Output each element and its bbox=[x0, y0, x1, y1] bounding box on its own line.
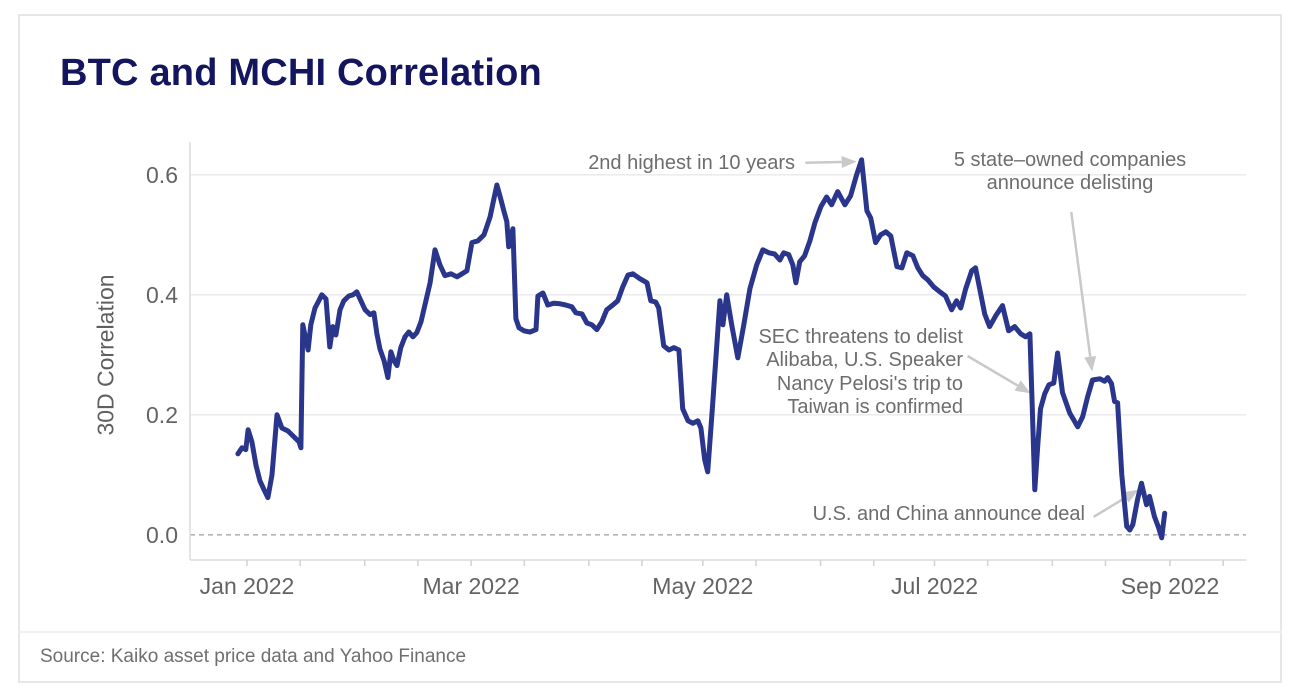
source-credit: Source: Kaiko asset price data and Yahoo… bbox=[40, 646, 467, 667]
x-tick-label: Jan 2022 bbox=[200, 573, 295, 599]
y-tick-label: 0.4 bbox=[146, 282, 178, 308]
chart-card bbox=[18, 14, 1282, 683]
y-tick-label: 0.6 bbox=[146, 162, 178, 188]
correlation-line bbox=[235, 157, 1168, 541]
y-tick-label: 0.0 bbox=[146, 522, 178, 548]
annotation-arrow bbox=[1070, 211, 1092, 357]
footer-divider bbox=[18, 631, 1282, 633]
annotation-arrow bbox=[805, 160, 842, 165]
y-tick-label: 0.2 bbox=[146, 402, 178, 428]
annotation-2nd-highest: 2nd highest in 10 years bbox=[588, 152, 795, 174]
x-tick-label: Sep 2022 bbox=[1121, 573, 1219, 599]
annotation-arrowhead bbox=[1084, 355, 1097, 372]
annotation-arrow bbox=[966, 354, 1019, 387]
annotation-us-china-deal: U.S. and China announce deal bbox=[812, 503, 1085, 525]
x-tick-label: Jul 2022 bbox=[891, 573, 978, 599]
x-tick-label: Mar 2022 bbox=[423, 573, 520, 599]
annotation-arrow bbox=[1093, 496, 1127, 518]
annotation-state-owned-delisting: 5 state–owned companies announce delisti… bbox=[953, 149, 1187, 195]
annotation-arrowhead bbox=[1122, 489, 1139, 503]
x-tick-label: May 2022 bbox=[652, 573, 753, 599]
annotation-arrowhead bbox=[841, 155, 857, 168]
annotation-arrowhead bbox=[1014, 380, 1031, 394]
page-title: BTC and MCHI Correlation bbox=[60, 52, 542, 94]
annotation-sec-pelosi: SEC threatens to delist Alibaba, U.S. Sp… bbox=[758, 326, 963, 418]
